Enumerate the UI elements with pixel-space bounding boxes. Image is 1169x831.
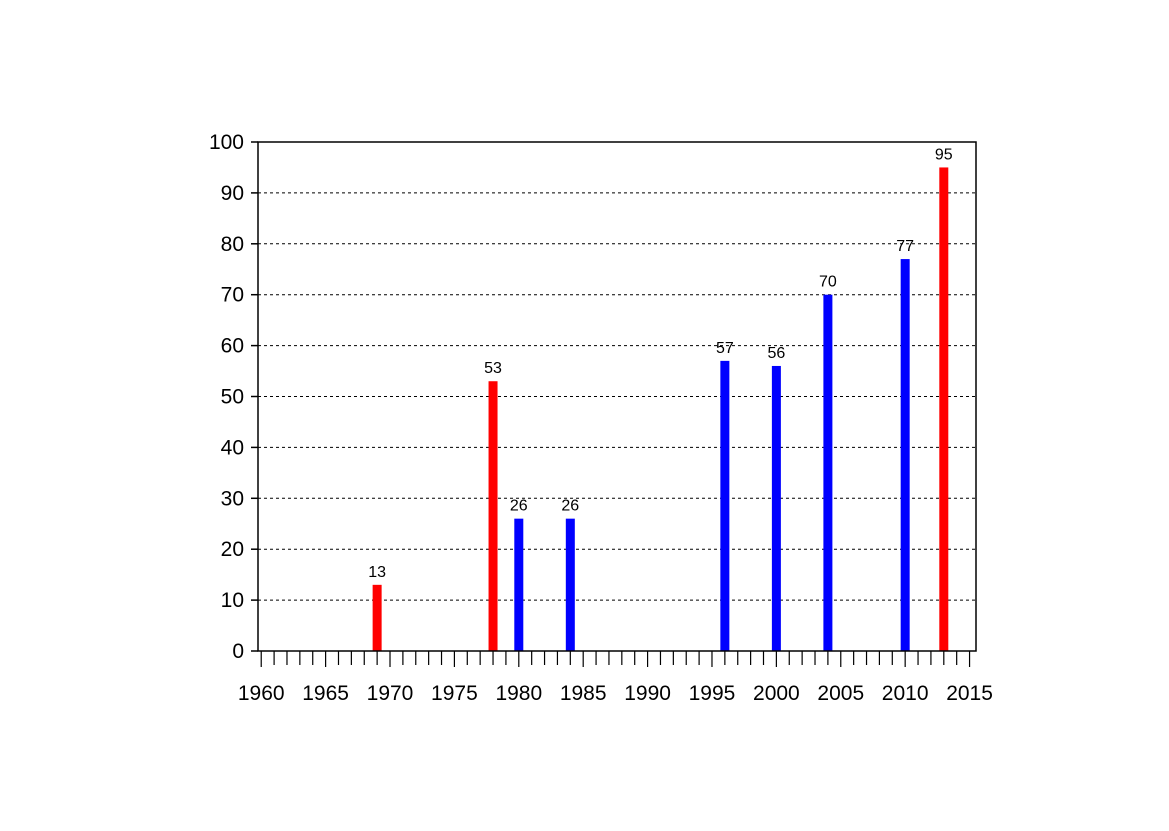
gridlines	[258, 192, 976, 601]
x-tick-label-2015: 2015	[946, 682, 993, 705]
bar-2000	[771, 365, 781, 651]
data-label-1978: 53	[484, 360, 502, 377]
bar-1969	[372, 584, 382, 651]
y-tick-label-60: 60	[221, 335, 244, 358]
y-tick-label-90: 90	[221, 182, 244, 205]
x-tick-label-2010: 2010	[882, 682, 929, 705]
y-tick-label-70: 70	[221, 284, 244, 307]
bar-2013	[939, 167, 949, 651]
bar-1984	[565, 518, 575, 651]
x-tick-label-1960: 1960	[238, 682, 285, 705]
y-tick-label-80: 80	[221, 233, 244, 256]
x-tick-label-1965: 1965	[302, 682, 349, 705]
plot-frame	[257, 141, 977, 652]
data-label-2010: 77	[896, 238, 914, 255]
bar-2004	[823, 294, 833, 651]
x-tick-label-1970: 1970	[367, 682, 414, 705]
x-tick-label-2005: 2005	[817, 682, 864, 705]
bar-1980	[514, 518, 524, 651]
x-tick-label-1975: 1975	[431, 682, 478, 705]
data-label-2004: 70	[819, 274, 837, 291]
data-label-2013: 95	[935, 146, 953, 163]
y-tick-label-40: 40	[221, 436, 244, 459]
data-label-1969: 13	[368, 564, 386, 581]
data-label-2000: 56	[767, 345, 785, 362]
bar-1978	[488, 381, 498, 651]
bars	[372, 167, 949, 651]
y-tick-label-100: 100	[209, 131, 244, 154]
y-tick-label-20: 20	[221, 538, 244, 561]
x-tick-label-1985: 1985	[560, 682, 607, 705]
data-label-1996: 57	[716, 340, 734, 357]
y-tick-label-10: 10	[221, 589, 244, 612]
y-tick-label-0: 0	[232, 640, 244, 663]
x-tick-label-1995: 1995	[689, 682, 736, 705]
axes	[251, 141, 977, 667]
bar-2010	[900, 259, 910, 651]
y-tick-label-30: 30	[221, 487, 244, 510]
data-label-1980: 26	[510, 498, 528, 515]
bar-1996	[720, 360, 730, 651]
x-tick-label-1980: 1980	[495, 682, 542, 705]
y-tick-label-50: 50	[221, 386, 244, 409]
x-tick-label-2000: 2000	[753, 682, 800, 705]
x-tick-label-1990: 1990	[624, 682, 671, 705]
data-label-1984: 26	[561, 498, 579, 515]
labels: 13 53 26 26 57 56 70 77 95 0 10 20 30 40 50 60 70 80 90 100…	[209, 131, 993, 705]
